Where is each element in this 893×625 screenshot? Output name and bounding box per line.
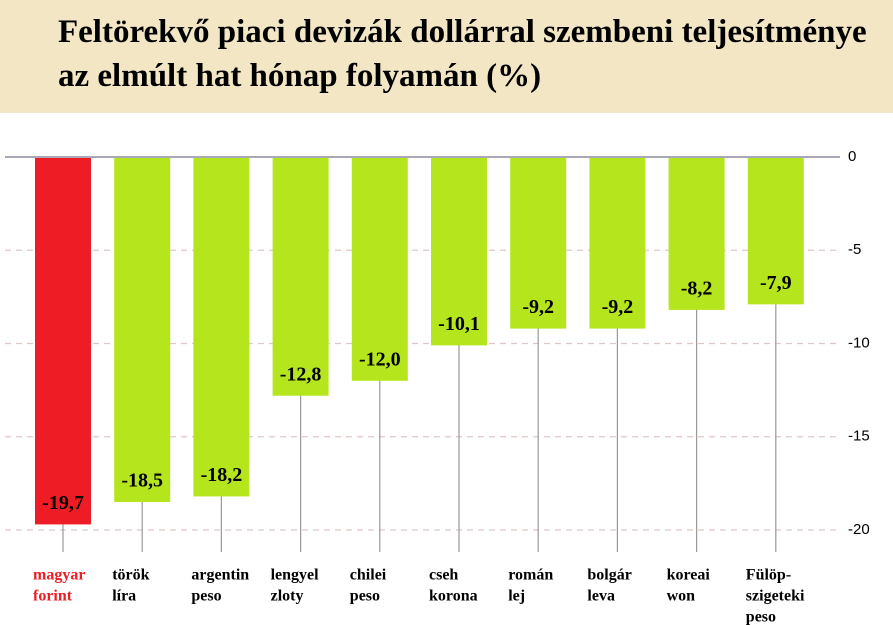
value-label: -7,9 xyxy=(760,272,792,294)
x-tick-label: lengyel xyxy=(271,567,320,584)
y-tick-label: -5 xyxy=(848,241,861,258)
bar xyxy=(114,157,171,503)
value-label: -10,1 xyxy=(438,313,480,335)
bar xyxy=(747,157,804,305)
x-tick-label: cseh xyxy=(429,567,458,584)
x-tick-label: argentin xyxy=(191,567,249,584)
x-tick-label: Fülöp- xyxy=(746,567,791,584)
bar xyxy=(35,157,91,525)
bar xyxy=(272,157,329,396)
x-tick-label: bolgár xyxy=(587,567,631,584)
y-tick-label: -15 xyxy=(848,428,870,445)
bar xyxy=(668,157,725,310)
x-tick-label: peso xyxy=(350,588,380,605)
x-tick-label: peso xyxy=(191,588,221,605)
bar xyxy=(431,157,487,346)
value-label: -18,5 xyxy=(121,470,163,492)
bar xyxy=(351,157,408,381)
value-label: -19,7 xyxy=(42,492,84,514)
y-tick-label: -10 xyxy=(848,334,870,351)
value-label: -9,2 xyxy=(522,296,554,318)
value-label: -9,2 xyxy=(602,296,634,318)
header: Feltörekvő piaci devizák dollárral szemb… xyxy=(0,0,893,113)
y-tick-label: 0 xyxy=(848,148,856,165)
x-tick-label: lej xyxy=(508,588,525,605)
value-label: -12,8 xyxy=(280,363,322,385)
bar xyxy=(589,157,646,329)
x-tick-label: peso xyxy=(746,609,776,625)
x-tick-label: líra xyxy=(112,588,136,605)
value-label: -8,2 xyxy=(681,278,713,300)
value-label: -12,0 xyxy=(359,348,401,370)
x-tick-label: koreai xyxy=(667,567,711,584)
x-tick-label: román xyxy=(508,567,553,584)
x-tick-label: török xyxy=(112,567,149,584)
x-tick-label: szigeteki xyxy=(746,588,805,605)
value-label: -18,2 xyxy=(201,464,243,486)
x-tick-label: korona xyxy=(429,588,478,605)
x-tick-label: magyar xyxy=(33,567,85,584)
x-tick-label: won xyxy=(667,588,696,605)
chart-title: Feltörekvő piaci devizák dollárral szemb… xyxy=(58,14,867,94)
y-tick-label: -20 xyxy=(848,521,870,538)
x-tick-label: chilei xyxy=(350,567,387,584)
bar xyxy=(193,157,250,497)
bar xyxy=(510,157,567,329)
x-tick-label: forint xyxy=(33,588,73,605)
x-tick-label: zloty xyxy=(271,588,304,605)
x-tick-label: leva xyxy=(587,588,615,605)
